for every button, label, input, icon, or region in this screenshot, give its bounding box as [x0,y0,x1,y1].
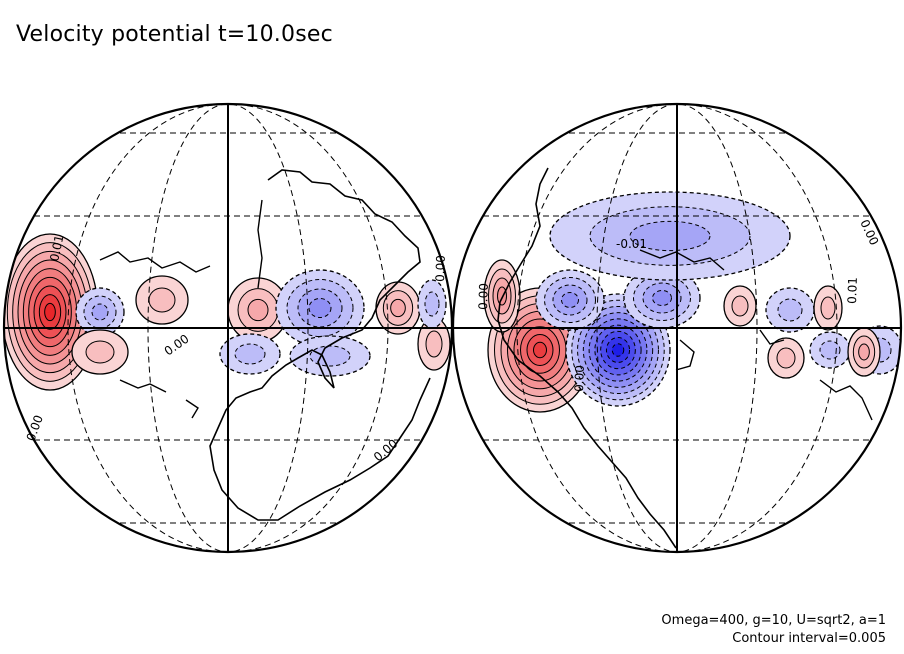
left-hemisphere-field [4,233,451,391]
left-coast-fragment-2 [119,379,199,419]
negative-contour-cell [75,287,125,337]
plot-title: Velocity potential t=10.0sec [16,22,333,47]
contour-label: 0.00 [24,413,46,443]
contour-label: 0.00 [476,283,491,310]
positive-contour-cell [847,327,881,377]
negative-contour-cell [549,191,791,281]
positive-contour-cell [723,285,757,327]
negative-contour-cell [809,331,851,369]
contour-interval-note: Contour interval=0.005 [732,631,886,646]
right-hemisphere-boundary [451,102,903,554]
contour-line [561,292,579,308]
contour-line [85,340,115,364]
contour-label: 0.00 [857,217,881,247]
left-coast-fragment [99,199,263,289]
contour-line [308,298,332,318]
right-hemisphere-field [483,191,901,413]
contour-label: 0.01 [845,277,860,304]
contour-line [819,340,841,360]
right-coast-fragment [639,249,725,371]
contour-label: 0.00 [162,332,192,359]
contour-line [424,291,440,317]
contour-label: -0.01 [616,237,647,251]
right-continent-outline [497,167,677,549]
contour-line [425,330,443,358]
contour-label: 0.01 [47,234,66,263]
contour-line [234,343,266,365]
contour-line [44,302,56,322]
negative-contour-cell [765,287,815,333]
contour-label: 0.00 [572,365,587,392]
contour-label: 0.00 [433,255,448,282]
negative-contour-cell [289,335,371,377]
positive-contour-cell [375,281,421,335]
contour-line [533,341,547,359]
contour-line [309,345,351,367]
positive-contour-cell [71,329,129,375]
contour-line [858,343,870,361]
contour-line [652,290,672,306]
negative-contour-cell [417,279,447,329]
contour-line [777,298,803,322]
positive-contour-cell [483,259,521,333]
contour-line [247,298,269,322]
contour-label: 0.00 [371,436,400,464]
contour-line [731,295,749,317]
left-continent-outline [209,169,431,521]
positive-contour-cell [227,277,289,343]
contour-line [148,287,176,313]
contour-line [820,296,836,320]
negative-contour-cell [535,269,605,331]
parameters-note: Omega=400, g=10, U=sqrt2, a=1 [661,613,886,628]
positive-contour-cell [767,337,805,379]
positive-contour-cell [813,285,843,331]
negative-contour-cell [219,333,281,375]
left-hemisphere [2,102,454,554]
positive-contour-cell [135,275,189,325]
contour-line [497,286,507,306]
contour-line [390,298,406,318]
contour-line [629,220,711,252]
right-hemisphere [451,102,903,554]
contour-line [611,343,625,357]
contour-line [91,303,109,321]
contour-line [776,347,796,369]
positive-contour-cell [417,317,451,371]
